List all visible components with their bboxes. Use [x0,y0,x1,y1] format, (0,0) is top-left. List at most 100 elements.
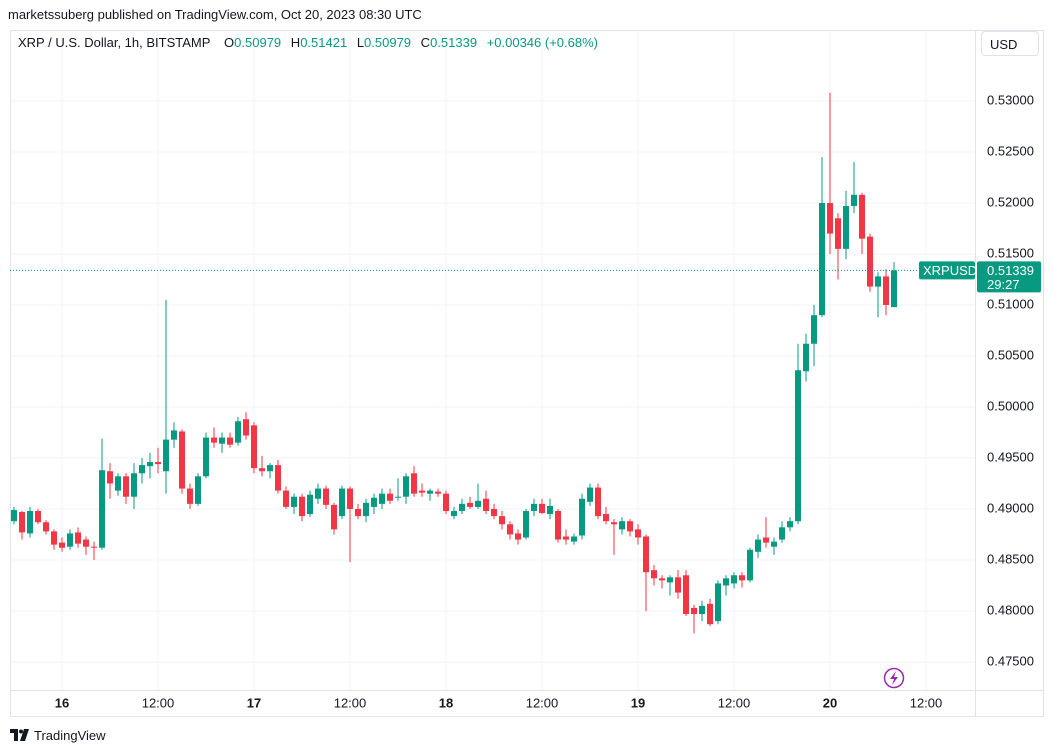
grid [10,30,975,690]
candle-body [163,439,169,472]
candle-body [547,505,553,515]
candle-body [171,430,177,440]
candle-body [243,419,249,436]
candle-body [123,476,129,497]
frame [10,30,1044,717]
candle-body [363,502,369,517]
y-tick-label: 0.50500 [987,347,1034,362]
y-tick-label: 0.52500 [987,143,1034,158]
candle-body [11,509,17,522]
candle-body [27,511,33,534]
candle-body [187,488,193,504]
candle-body [523,511,529,538]
candle-body [451,511,457,517]
candle-body [379,493,385,504]
brand-logo [10,728,29,741]
y-tick-label: 0.47500 [987,653,1034,668]
candle-body [315,488,321,499]
candle-body [67,533,73,547]
candle-body [723,578,729,586]
candle-body [731,575,737,584]
y-tick-label: 0.50000 [987,398,1034,413]
candle-body [179,431,185,489]
low-label: L [356,35,365,50]
x-tick-label: 12:00 [910,695,943,710]
candle-body [219,437,225,444]
candle-body [331,504,337,530]
candle-body [515,533,521,540]
candle-body [843,206,849,249]
candle-body [563,536,569,540]
candle-body [411,473,417,494]
open-label: O [224,35,235,50]
candle-body [267,465,273,472]
candle-body [235,421,241,443]
candle-body [779,527,785,540]
candle-body [795,370,801,522]
candle-body [715,583,721,622]
x-tick-label: 19 [631,695,645,710]
candle-body [587,487,593,502]
candle-body [571,536,577,542]
candle-body [355,508,361,517]
x-tick-label: 20 [823,695,837,710]
x-tick-label: 12:00 [142,695,175,710]
y-tick-label: 0.53000 [987,92,1034,107]
candle-body [251,425,257,469]
candle-body [499,516,505,525]
candle-body [859,194,865,239]
currency-button[interactable]: USD [981,31,1039,56]
candle-body [507,524,513,535]
y-tick-label: 0.52000 [987,194,1034,209]
candle-body [259,468,265,472]
candle-body [763,537,769,543]
candle-body [443,493,449,512]
candle-body [427,490,433,494]
candle-body [531,503,537,512]
candle-body [107,471,113,484]
candle-body [435,491,441,494]
candle-body [291,496,297,507]
candle-body [867,236,873,287]
brand-name: TradingView [34,728,106,743]
y-tick-label: 0.48000 [987,602,1034,617]
candle-body [475,500,481,507]
candle-body [651,570,657,579]
candle-body [91,546,97,548]
y-tick-label: 0.51000 [987,296,1034,311]
candle-body [891,270,897,308]
footer-brand: TradingView [10,728,106,743]
candle-body [683,575,689,615]
candle-body [579,498,585,536]
x-tick-label: 16 [55,695,69,710]
candle-body [675,577,681,593]
candle-body [491,508,497,517]
candle-body [51,531,57,545]
symbol-title: XRP / U.S. Dollar, 1h, BITSTAMP [18,35,211,50]
candle-body [691,607,697,615]
candle-body [139,465,145,474]
candle-body [347,488,353,509]
x-tick-label: 12:00 [334,695,367,710]
y-tick-label: 0.51500 [987,245,1034,260]
candle-body [403,476,409,497]
candle-body [395,496,401,498]
candle-body [203,437,209,477]
candle-body [619,521,625,530]
candle-body [227,437,233,445]
candle-body [771,541,777,547]
y-tick-label: 0.48500 [987,551,1034,566]
candle-body [419,490,425,493]
candle-body [99,470,105,548]
candle-body [707,603,713,625]
price-tag-countdown: 29:27 [987,277,1020,292]
x-tick-label: 17 [247,695,261,710]
candle-body [787,521,793,528]
candle-body [307,494,313,515]
x-tick-label: 18 [439,695,453,710]
candle-body [539,503,545,514]
high-label: H [290,35,301,50]
candle-body [851,194,857,207]
y-tick-label: 0.49000 [987,500,1034,515]
